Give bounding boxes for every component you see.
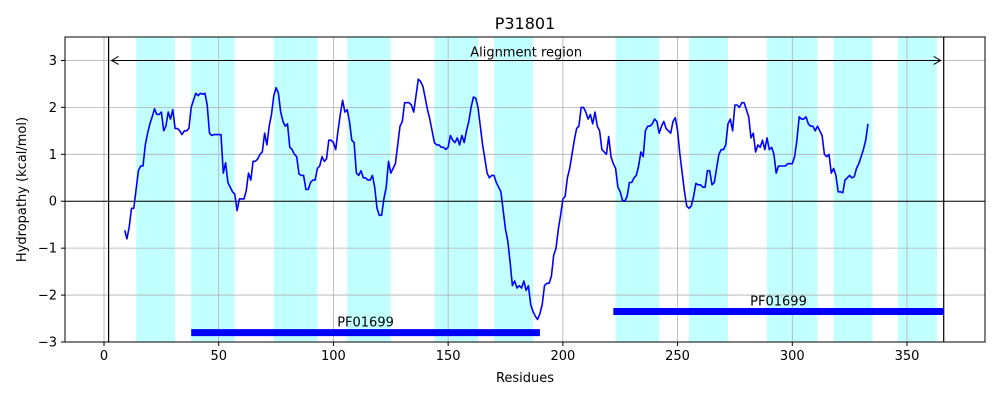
reference-lines [65, 37, 985, 342]
x-tick-label: 50 [210, 349, 227, 364]
axis-ticks: 0 50 100 150 200 250 300 350 −3 −2 −1 0 1 2 3 [38, 54, 920, 364]
plot-frame [64, 36, 986, 343]
y-tick-label: 0 [49, 195, 57, 210]
domain-bars: PF01699 PF01699 [191, 295, 944, 337]
tm-band-1 [136, 37, 176, 342]
y-tick-label: −1 [38, 242, 57, 257]
tm-band-11 [897, 37, 937, 342]
tm-band-4 [347, 37, 391, 342]
alignment-arrow-right-head [933, 56, 942, 65]
tm-band-2 [191, 37, 235, 342]
x-tick-label: 100 [321, 349, 346, 364]
y-tick-label: −3 [38, 336, 57, 351]
x-tick-label: 200 [550, 349, 575, 364]
tm-bands [136, 37, 937, 342]
tm-band-10 [833, 37, 873, 342]
y-tick-label: 1 [49, 148, 57, 163]
domain-label-1: PF01699 [337, 316, 394, 331]
x-tick-label: 300 [780, 349, 805, 364]
chart-title: P31801 [495, 14, 556, 33]
y-tick-label: −2 [38, 289, 57, 304]
tm-band-7 [615, 37, 660, 342]
y-tick-label: 2 [49, 101, 57, 116]
alignment-arrow: Alignment region [110, 45, 942, 65]
y-tick-label: 3 [49, 54, 57, 69]
hydropathy-line [123, 78, 869, 321]
x-tick-label: 0 [100, 349, 108, 364]
domain-label-2: PF01699 [750, 295, 807, 310]
tm-band-5 [434, 37, 478, 342]
alignment-arrow-left-head [110, 56, 119, 65]
x-tick-label: 250 [665, 349, 690, 364]
alignment-region-label: Alignment region [470, 45, 582, 60]
x-axis-title: Residues [496, 371, 554, 386]
x-tick-label: 350 [895, 349, 920, 364]
y-axis-title: Hydropathy (kcal/mol) [15, 117, 30, 262]
x-tick-label: 150 [436, 349, 461, 364]
tm-band-3 [273, 37, 318, 342]
series-layer [123, 78, 869, 321]
